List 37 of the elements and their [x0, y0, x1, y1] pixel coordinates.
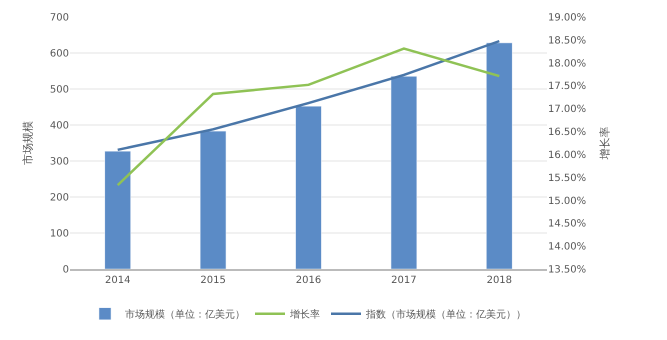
y2-tick-label: 17.00%	[548, 104, 586, 116]
y-tick-label: 400	[50, 120, 69, 132]
y-tick-label: 500	[50, 84, 69, 96]
y2-tick-label: 16.00%	[548, 150, 586, 161]
y2-tick-label: 14.00%	[548, 242, 586, 253]
y2-tick-label: 18.50%	[548, 35, 586, 46]
y-tick-label: 600	[50, 48, 69, 60]
x-tick-label: 2014	[104, 275, 130, 286]
y-tick-label: 100	[50, 228, 69, 240]
y-tick-label: 0	[62, 264, 69, 276]
x-tick-label: 2016	[296, 275, 322, 286]
legend-label: 指数（市场规模（单位：亿美元））	[365, 308, 526, 321]
x-tick-label: 2015	[200, 275, 226, 286]
y-axis-title: 市场规模	[22, 121, 35, 165]
y2-axis-title: 增长率	[598, 126, 612, 160]
y2-tick-label: 14.50%	[548, 218, 586, 230]
y2-tick-label: 17.50%	[548, 81, 586, 92]
line-series	[116, 47, 501, 186]
bar	[104, 151, 131, 269]
bar	[295, 106, 322, 269]
y2-tick-label: 15.00%	[548, 196, 586, 207]
y2-tick-label: 15.50%	[548, 172, 586, 184]
legend-label: 市场规模（单位：亿美元）	[125, 308, 245, 321]
legend-label: 增长率	[289, 308, 320, 321]
y-tick-label: 200	[50, 192, 69, 204]
y-tick-label: 700	[50, 12, 69, 24]
y2-tick-label: 16.50%	[548, 127, 586, 138]
y2-tick-label: 18.00%	[548, 58, 586, 70]
y2-tick-label: 13.50%	[548, 264, 586, 276]
x-tick-label: 2018	[486, 275, 512, 286]
y2-tick-label: 19.00%	[548, 12, 586, 24]
y-tick-label: 300	[50, 156, 69, 168]
bar	[486, 42, 512, 269]
bar	[200, 130, 226, 269]
bar	[390, 76, 418, 269]
line-series	[116, 40, 501, 152]
x-tick-label: 2017	[391, 275, 417, 286]
